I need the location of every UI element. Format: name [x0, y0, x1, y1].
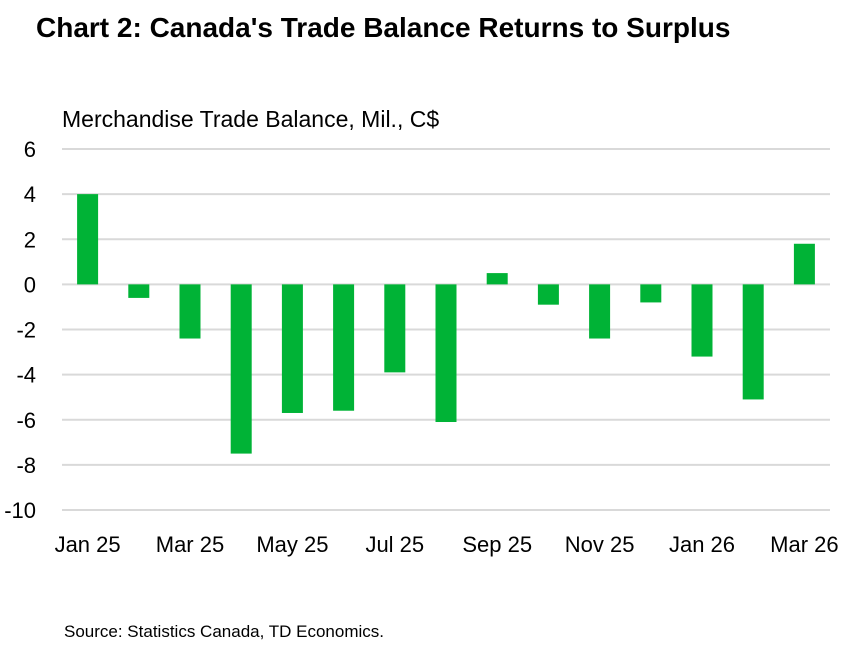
y-tick-label: 4 — [24, 182, 36, 207]
bar — [742, 284, 764, 400]
bar — [230, 284, 252, 454]
bar — [333, 284, 355, 411]
y-axis-label: Merchandise Trade Balance, Mil., C$ — [62, 106, 440, 132]
y-tick-label: -2 — [16, 318, 36, 343]
bar — [589, 284, 611, 339]
y-tick-label: 2 — [24, 227, 36, 252]
x-tick-label: Sep 25 — [462, 532, 532, 557]
y-tick-label: -4 — [16, 363, 36, 388]
bar — [691, 284, 713, 357]
chart-title: Chart 2: Canada's Trade Balance Returns … — [36, 12, 731, 43]
bar — [384, 284, 406, 373]
bar — [435, 284, 457, 423]
y-tick-label: -6 — [16, 408, 36, 433]
bar — [537, 284, 559, 305]
x-tick-label: Nov 25 — [565, 532, 635, 557]
y-tick-label: -10 — [4, 498, 36, 523]
bars — [77, 194, 815, 454]
x-tick-labels: Jan 25 Mar 25 May 25 Jul 25 Sep 25 Nov 25 Jan … — [55, 532, 839, 557]
y-tick-label: 6 — [24, 137, 36, 162]
x-tick-label: Jul 25 — [365, 532, 424, 557]
x-tick-label: Mar 26 — [770, 532, 838, 557]
bar — [128, 284, 150, 298]
x-tick-label: May 25 — [256, 532, 328, 557]
x-tick-label: Jan 26 — [669, 532, 735, 557]
bar — [179, 284, 201, 339]
x-tick-label: Mar 25 — [156, 532, 224, 557]
source-note: Source: Statistics Canada, TD Economics. — [64, 622, 384, 641]
y-tick-label: 0 — [24, 272, 36, 297]
bar — [640, 284, 662, 303]
bar — [793, 243, 815, 285]
y-tick-labels: 6 4 2 0 -2 -4 -6 -8 -10 — [4, 137, 36, 523]
y-tick-label: -8 — [16, 453, 36, 478]
bar — [281, 284, 303, 413]
bar — [486, 273, 508, 285]
x-tick-label: Jan 25 — [55, 532, 121, 557]
bar — [77, 194, 99, 285]
